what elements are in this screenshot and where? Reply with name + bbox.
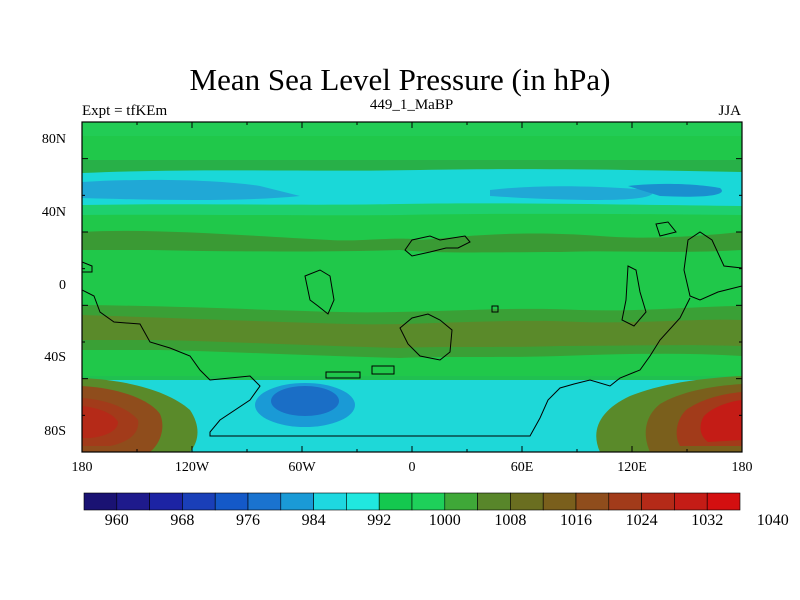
colorbar-swatch	[575, 492, 610, 511]
lon-tick-label: 180	[731, 460, 753, 475]
colorbar-swatch	[116, 492, 150, 511]
colorbar-label: 1008	[494, 512, 527, 529]
colorbar-label: 1016	[560, 512, 592, 529]
colorbar-label: 960	[104, 512, 129, 529]
colorbar-label: 1000	[428, 512, 461, 529]
colorbar-label: 992	[367, 512, 392, 529]
run-id-label: 449_1_MaBP	[369, 97, 454, 113]
colorbar-label: 1032	[691, 512, 724, 529]
colorbar-label: 1024	[625, 512, 658, 529]
colorbar	[83, 492, 741, 511]
colorbar-swatch	[378, 492, 413, 511]
lat-tick-label: 40N	[41, 205, 66, 220]
colorbar-swatch	[313, 492, 347, 511]
colorbar-label: 1040	[756, 512, 789, 529]
colorbar-swatch	[674, 492, 708, 511]
lon-tick-label: 180	[71, 460, 93, 475]
colorbar-label: 968	[170, 512, 195, 529]
lat-tick-label: 80S	[44, 424, 66, 439]
colorbar-swatch	[149, 492, 183, 511]
colorbar-swatch	[411, 492, 446, 511]
colorbar-swatch	[214, 492, 249, 511]
colorbar-swatch	[608, 492, 642, 511]
lon-tick-label: 120W	[174, 460, 210, 475]
lat-tick-label: 40S	[44, 350, 66, 365]
lon-tick-label: 120E	[617, 460, 647, 475]
colorbar-swatch	[510, 492, 544, 511]
colorbar-swatch	[477, 492, 511, 511]
colorbar-swatch	[83, 492, 118, 511]
colorbar-swatch	[182, 492, 216, 511]
colorbar-label: 984	[301, 512, 326, 529]
colorbar-swatch	[346, 492, 380, 511]
lon-tick-label: 60W	[288, 460, 316, 475]
colorbar-swatch	[542, 492, 577, 511]
lat-tick-label: 0	[59, 278, 66, 293]
lat-tick-label: 80N	[41, 132, 66, 147]
colorbar-label: 976	[236, 512, 260, 529]
lon-tick-label: 0	[408, 460, 416, 475]
colorbar-swatch	[247, 492, 282, 511]
pressure-field	[82, 122, 742, 452]
colorbar-swatch	[706, 492, 741, 511]
experiment-label: Expt = tfKEm	[82, 103, 168, 119]
axis-ticks	[81, 121, 743, 453]
season-label: JJA	[718, 103, 741, 119]
lon-tick-label: 60E	[510, 460, 534, 475]
colorbar-swatch	[444, 492, 478, 511]
colorbar-swatch	[641, 492, 675, 511]
colorbar-swatch	[280, 492, 314, 511]
plot-title: Mean Sea Level Pressure (in hPa)	[189, 62, 611, 97]
